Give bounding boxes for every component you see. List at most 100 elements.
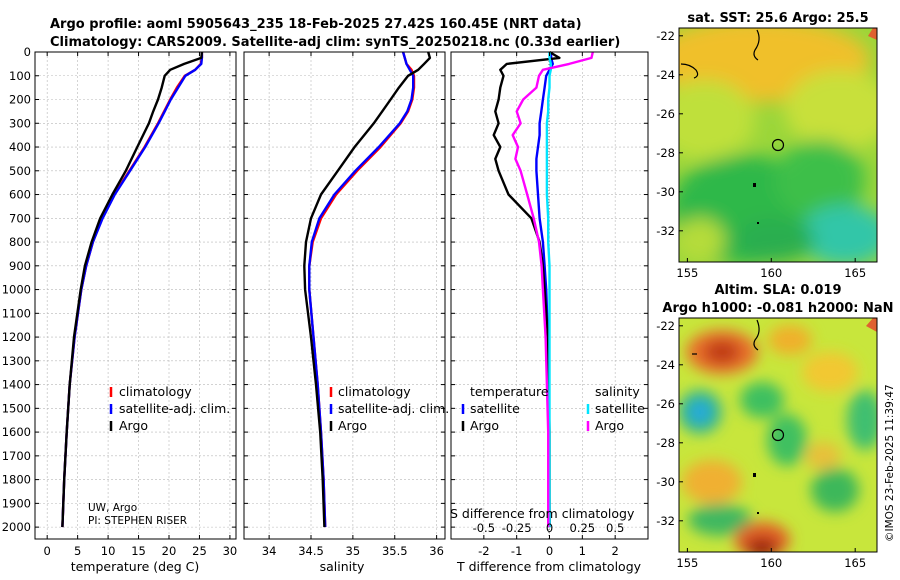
x-tick-label: 35.5 xyxy=(382,544,408,558)
sla-map-title: Altim. SLA: 0.019 xyxy=(715,283,842,298)
series-line-satellite-adj-clim xyxy=(308,51,415,528)
lon-tick-label: 165 xyxy=(844,556,866,570)
depth-tick-label: 400 xyxy=(9,140,31,154)
legend-t-argo-label: Argo xyxy=(470,418,499,433)
lat-tick-label: -28 xyxy=(656,146,675,160)
sla-map-subtitle: Argo h1000: -0.081 h2000: NaN xyxy=(662,301,893,316)
depth-tick-label: 1200 xyxy=(2,330,31,344)
x-tick-label: 20 xyxy=(162,544,177,558)
depth-tick-label: 1300 xyxy=(2,354,31,368)
x-tick-label: 1 xyxy=(579,544,586,558)
sst-map-lon-ticks: 155 160 165 xyxy=(676,258,866,280)
difference-series xyxy=(492,50,594,528)
s-tick-label: 0 xyxy=(546,521,553,535)
depth-tick-label: 1100 xyxy=(2,306,31,320)
lat-tick-label: -28 xyxy=(656,436,675,450)
depth-tick-label: 1700 xyxy=(2,449,31,463)
x-tick-label: 35 xyxy=(346,544,361,558)
s-tick-label: -0.25 xyxy=(502,521,532,535)
s-tick-label: -0.5 xyxy=(473,521,495,535)
lat-tick-label: -22 xyxy=(656,319,675,333)
figure-title: Argo profile: aoml 5905643_235 18-Feb-20… xyxy=(50,17,582,32)
sla-map-frame xyxy=(678,317,878,553)
lat-tick-label: -24 xyxy=(656,358,675,372)
x-tick-label: -1 xyxy=(511,544,522,558)
series-line-s-argo xyxy=(511,51,594,528)
temperature-x-ticks: 0 5 10 15 20 25 30 xyxy=(35,51,238,558)
sla-map-lat-ticks: -22 -24 -26 -28 -30 -32 xyxy=(656,319,683,528)
legend-temperature-head: temperature xyxy=(470,384,549,399)
lat-tick-label: -26 xyxy=(656,397,675,411)
temperature-series xyxy=(61,51,204,528)
lat-tick-label: -30 xyxy=(656,475,675,489)
salinity-panel: 34 34.5 35 35.5 36 salinity climatology sate… xyxy=(243,51,449,574)
depth-tick-label: 600 xyxy=(9,188,31,202)
sst-field xyxy=(679,28,877,262)
depth-tick-label: 1900 xyxy=(2,496,31,510)
lon-tick-label: 160 xyxy=(760,556,782,570)
x-tick-label: 25 xyxy=(192,544,207,558)
sst-map-lat-ticks: -22 -24 -26 -28 -30 -32 xyxy=(656,29,683,238)
lat-tick-label: -24 xyxy=(656,68,675,82)
series-line-argo xyxy=(303,51,432,528)
legend-t-satellite-label: satellite xyxy=(470,401,520,416)
x-tick-label: 34.5 xyxy=(298,544,324,558)
timestamp: ©IMOS 23-Feb-2025 11:39:47 xyxy=(884,384,896,542)
lat-tick-label: -22 xyxy=(656,29,675,43)
temperature-panel: 0 5 10 15 20 25 30 0 100 200 300 400 500 600 700 800 90… xyxy=(2,45,238,574)
credit-institution: UW, Argo xyxy=(88,502,137,514)
salinity-series xyxy=(303,51,432,528)
depth-tick-label: 1400 xyxy=(2,378,31,392)
depth-tick-label: 100 xyxy=(9,69,31,83)
temperature-x-label: temperature (deg C) xyxy=(71,559,200,574)
sst-map: sat. SST: 25.6 Argo: 25.5 155 160 165 -22-… xyxy=(656,11,878,280)
depth-tick-label: 1500 xyxy=(2,401,31,415)
t-difference-ticks: -2 -1 0 1 2 xyxy=(451,51,648,558)
credit-pi: PI: STEPHEN RISER xyxy=(88,515,187,527)
t-difference-label: T difference from climatology xyxy=(456,559,642,574)
series-line-argo xyxy=(61,51,204,528)
lat-tick-label: -26 xyxy=(656,107,675,121)
legend-satellite-label: satellite-adj. clim. xyxy=(119,401,230,416)
depth-tick-label: 900 xyxy=(9,259,31,273)
x-tick-label: 0 xyxy=(44,544,51,558)
s-difference-label: S difference from climatology xyxy=(450,506,635,521)
x-tick-label: 30 xyxy=(223,544,238,558)
x-tick-label: 2 xyxy=(612,544,619,558)
sla-field xyxy=(679,318,877,552)
argo-position-marker xyxy=(771,428,785,442)
x-tick-label: 36 xyxy=(429,544,444,558)
depth-ticks: 0 100 200 300 400 500 600 700 800 900 1000 1100 1200… xyxy=(2,45,31,534)
series-line-t-argo xyxy=(492,50,561,528)
temperature-legend: climatology satellite-adj. clim. Argo xyxy=(109,384,230,433)
series-line-s-satellite xyxy=(545,52,552,528)
legend-argo-label: Argo xyxy=(119,418,148,433)
temperature-axes-frame xyxy=(34,51,237,540)
sst-map-frame xyxy=(678,27,878,263)
salinity-legend: climatology satellite-adj. clim. Argo xyxy=(329,384,449,433)
sst-map-title: sat. SST: 25.6 Argo: 25.5 xyxy=(687,11,868,26)
legend-salinity-head: salinity xyxy=(595,384,640,399)
x-tick-label: 0 xyxy=(546,544,553,558)
argo-position-marker xyxy=(771,138,785,152)
x-tick-label: 34 xyxy=(262,544,277,558)
depth-tick-label: 700 xyxy=(9,211,31,225)
salinity-grid xyxy=(244,51,445,539)
legend-satellite-label: satellite-adj. clim. xyxy=(338,401,449,416)
s-tick-label: 0.25 xyxy=(570,521,596,535)
difference-panel: -2 -1 0 1 2 -0.5 -0.25 0 0.25 0.5 S difference f… xyxy=(450,50,649,574)
depth-tick-label: 300 xyxy=(9,116,31,130)
depth-tick-label: 1600 xyxy=(2,425,31,439)
figure-subtitle: Climatology: CARS2009. Satellite-adj cli… xyxy=(50,35,620,50)
legend-argo-label: Argo xyxy=(338,418,367,433)
lon-tick-label: 155 xyxy=(676,556,698,570)
legend-climatology-label: climatology xyxy=(119,384,192,399)
x-tick-label: 10 xyxy=(101,544,116,558)
sla-map: Altim. SLA: 0.019 Argo h1000: -0.081 h20… xyxy=(656,283,893,570)
x-tick-label: -2 xyxy=(478,544,489,558)
lon-tick-label: 165 xyxy=(844,266,866,280)
legend-s-argo-label: Argo xyxy=(595,418,624,433)
lon-tick-label: 160 xyxy=(760,266,782,280)
salinity-axes-frame xyxy=(243,51,446,540)
